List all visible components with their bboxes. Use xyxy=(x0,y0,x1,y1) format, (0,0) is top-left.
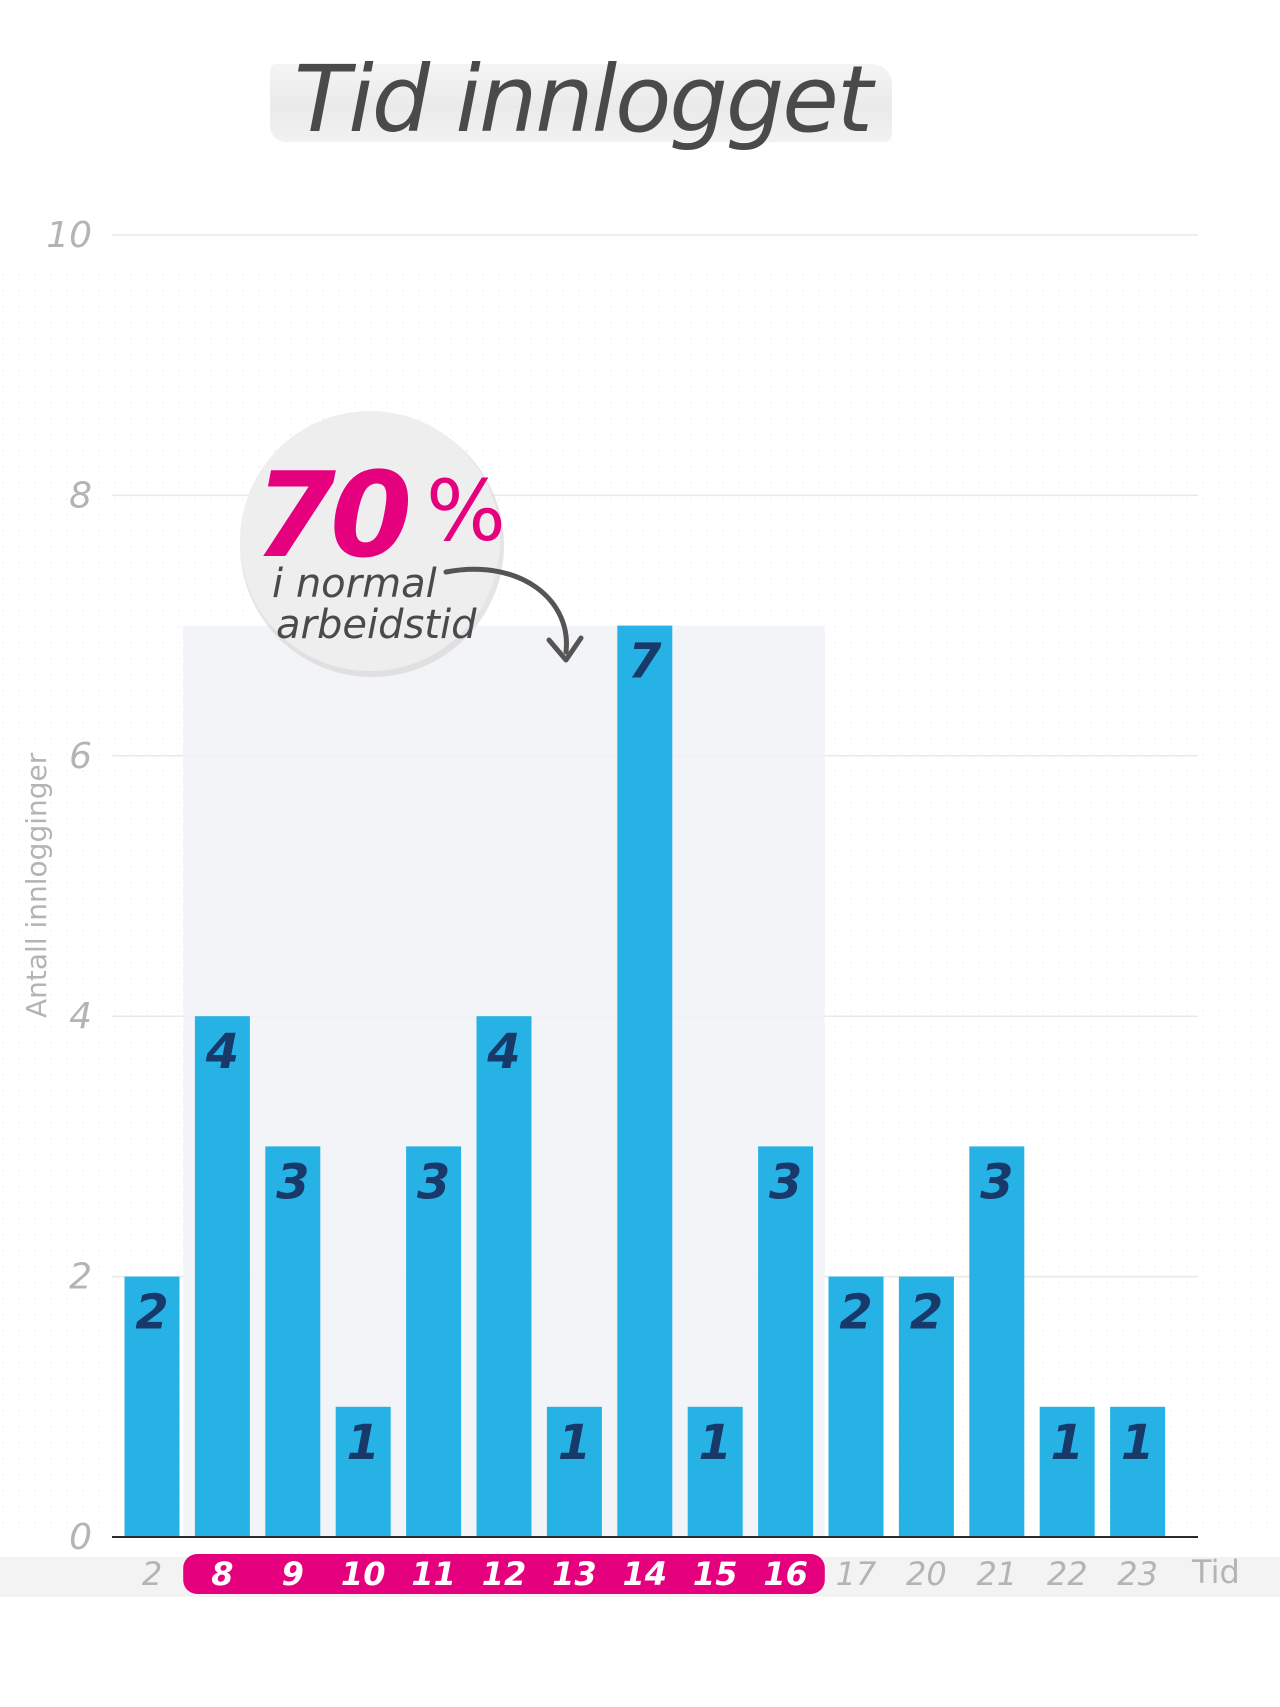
bar-value-label: 4 xyxy=(205,1024,239,1080)
working-hours-brush xyxy=(183,1554,825,1594)
arrow-curve xyxy=(443,566,569,655)
bar xyxy=(546,1406,602,1537)
x-tick-label: 13 xyxy=(552,1555,597,1593)
bar xyxy=(758,1146,814,1537)
bar-value-label: 1 xyxy=(1050,1415,1083,1471)
x-tick-label: 15 xyxy=(693,1555,738,1593)
x-tick-label: 8 xyxy=(211,1555,233,1593)
x-tick-label: 11 xyxy=(411,1555,456,1593)
bar-value-label: 3 xyxy=(417,1154,450,1210)
bar-value-label: 4 xyxy=(486,1024,520,1080)
x-tick-label: 17 xyxy=(836,1555,877,1593)
x-tick-label: 9 xyxy=(282,1555,304,1593)
bar-value-label: 2 xyxy=(135,1285,168,1341)
annotation-line2: arbeidstid xyxy=(276,602,477,648)
x-tick-label: 2 xyxy=(142,1555,162,1593)
y-tick-label: 8 xyxy=(69,475,92,516)
bar-value-label: 1 xyxy=(698,1415,731,1471)
x-tick-label: 10 xyxy=(341,1555,386,1593)
bar xyxy=(406,1146,462,1537)
bar-value-label: 1 xyxy=(346,1415,379,1471)
bar-value-label: 7 xyxy=(628,634,662,690)
annotation-percent-sign: % xyxy=(426,462,506,560)
y-tick-label: 4 xyxy=(69,996,92,1037)
bar xyxy=(124,1276,180,1537)
y-tick-label: 2 xyxy=(69,1257,92,1298)
bar xyxy=(1039,1406,1095,1537)
y-tick-label: 6 xyxy=(69,736,92,777)
bar-value-label: 3 xyxy=(276,1154,309,1210)
x-tick-label: 23 xyxy=(1117,1555,1158,1593)
x-tick-label: 22 xyxy=(1047,1555,1088,1593)
bar xyxy=(687,1406,743,1537)
bar xyxy=(194,1016,250,1537)
y-tick-label: 0 xyxy=(69,1517,92,1558)
bar-value-label: 1 xyxy=(558,1415,591,1471)
bar xyxy=(898,1276,954,1537)
x-tick-label: 16 xyxy=(763,1555,808,1593)
bar-value-label: 2 xyxy=(910,1285,943,1341)
x-axis-ticks: 2 8 9 10 11 12 13 14 15 16 17 20 21 22 23 xyxy=(142,1555,1158,1593)
x-tick-label: 12 xyxy=(482,1555,527,1593)
bar-value-label: 3 xyxy=(769,1154,802,1210)
title-brush-highlight xyxy=(270,64,892,142)
bar xyxy=(828,1276,884,1537)
bar xyxy=(617,625,673,1537)
x-tick-label: 14 xyxy=(623,1555,668,1593)
bar-value-label: 1 xyxy=(1121,1415,1154,1471)
annotation-callout: 70 % i normal arbeidstid xyxy=(240,411,584,677)
bar xyxy=(969,1146,1025,1537)
bar xyxy=(335,1406,391,1537)
bar xyxy=(1110,1406,1166,1537)
x-axis-label: Tid xyxy=(1191,1553,1240,1591)
annotation-line1: i normal xyxy=(272,561,437,607)
bar-value-label: 3 xyxy=(980,1154,1013,1210)
bar-value-label: 2 xyxy=(839,1285,872,1341)
y-tick-label: 10 xyxy=(46,215,92,256)
y-axis-ticks: 0 2 4 6 8 10 xyxy=(46,215,92,1558)
bar xyxy=(265,1146,321,1537)
chart-title: Tid innlogget xyxy=(294,46,873,153)
callout-circle xyxy=(240,411,500,671)
arrow-head-icon xyxy=(546,635,584,663)
chart-title-block: Tid innlogget xyxy=(270,46,892,153)
bar xyxy=(476,1016,532,1537)
x-tick-label: 20 xyxy=(906,1555,947,1593)
annotation-percent: 70 xyxy=(254,446,408,584)
y-axis-label: Antall innlogginger xyxy=(20,752,53,1018)
x-tick-label: 21 xyxy=(976,1555,1017,1593)
